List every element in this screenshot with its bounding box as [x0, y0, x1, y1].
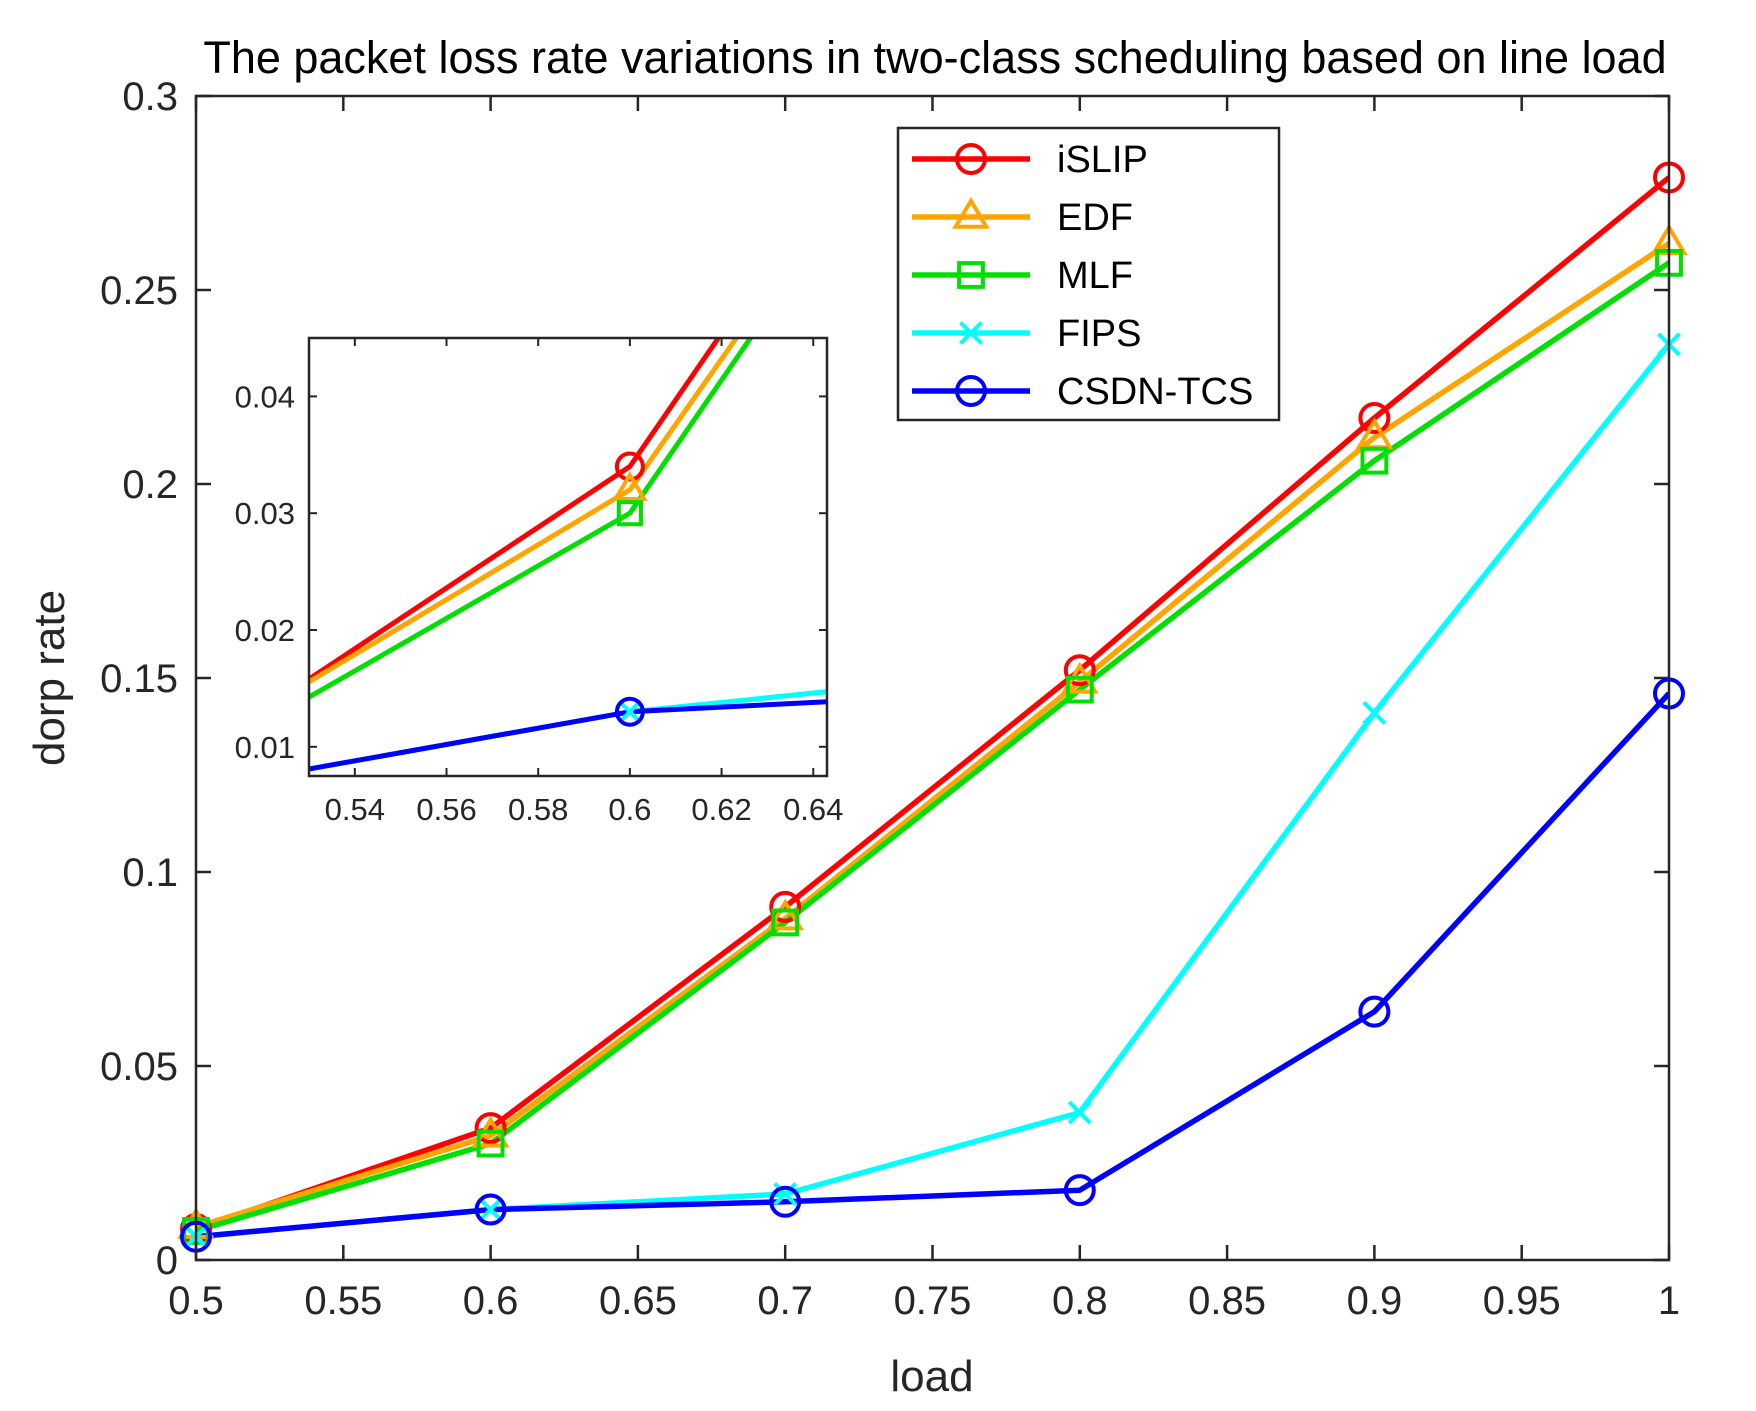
- series-line-csdn-tcs: [196, 691, 1669, 1240]
- data-point-csdn-tcs: [1358, 995, 1391, 1028]
- legend-label-islip: iSLIP: [1057, 139, 1148, 181]
- x-tick-labels: 0.5 0.55 0.6 0.65 0.7 0.75 0.8 0.85 0.9 0.95 1: [168, 1279, 1680, 1323]
- inset-series-line-islip: [309, 338, 722, 683]
- inset-x-tick-label: 0.6: [608, 792, 651, 827]
- data-point-islip: [769, 890, 802, 923]
- inset-frame: [307, 336, 829, 778]
- data-point-csdn-tcs: [1063, 1174, 1096, 1207]
- inset-series-line-edf: [309, 338, 740, 685]
- inset-y-tick-label: 0.03: [235, 496, 295, 531]
- plot-frame: [194, 94, 1671, 1262]
- inset-x-tick-label: 0.56: [416, 792, 476, 827]
- data-point-fips: [478, 1197, 503, 1222]
- inset-plot-area: [309, 338, 827, 776]
- x-tick-label: 0.85: [1188, 1279, 1266, 1323]
- x-tick-label: 0.65: [599, 1279, 677, 1323]
- legend-marker-edf: [952, 196, 990, 229]
- main-tick-marks: [194, 94, 1671, 1262]
- inset-x-tick-label: 0.62: [691, 792, 751, 827]
- inset-y-tick-label: 0.02: [235, 613, 295, 648]
- data-point-mlf: [1360, 446, 1389, 475]
- data-point-edf: [766, 898, 805, 931]
- inset-series-line-mlf: [309, 338, 754, 701]
- x-axis-label: load: [890, 1352, 973, 1401]
- data-point-islip: [1063, 654, 1096, 687]
- inset-x-tick-label: 0.58: [508, 792, 568, 827]
- inset-x-tick-labels: 0.54 0.56 0.58 0.6 0.62 0.64: [325, 792, 844, 827]
- inset-data-point-mlf: [616, 500, 643, 527]
- y-tick-label: 0.15: [100, 657, 178, 701]
- y-tick-label: 0.3: [122, 75, 178, 119]
- x-tick-label: 0.55: [304, 1279, 382, 1323]
- legend-marker-csdn-tcs: [955, 375, 987, 407]
- legend-marker-islip: [955, 143, 987, 175]
- inset-x-tick-label: 0.64: [783, 792, 843, 827]
- inset-data-point-csdn-tcs: [614, 696, 645, 727]
- legend-label-mlf: MLF: [1057, 255, 1133, 297]
- y-axis-label: dorp rate: [25, 590, 74, 766]
- y-tick-labels: 0 0.05 0.1 0.15 0.2 0.25 0.3: [100, 75, 178, 1283]
- legend: iSLIP EDF MLF FIPS CSDN-TCS: [896, 126, 1281, 422]
- inset-data-point-islip: [614, 451, 645, 482]
- data-point-csdn-tcs: [474, 1193, 507, 1226]
- x-tick-label: 0.8: [1052, 1279, 1108, 1323]
- series-line-edf: [196, 241, 1669, 1230]
- data-point-mlf: [771, 908, 800, 937]
- x-tick-label: 0.9: [1347, 1279, 1403, 1323]
- x-tick-label: 0.7: [757, 1279, 813, 1323]
- series-line-islip: [196, 175, 1669, 1232]
- data-point-mlf: [476, 1129, 505, 1158]
- inset-series-group: [309, 338, 827, 772]
- x-tick-label: 0.6: [463, 1279, 519, 1323]
- legend-marker-fips: [959, 321, 983, 345]
- legend-marker-mlf: [957, 261, 985, 289]
- inset-markers-group: [612, 451, 648, 727]
- y-tick-label: 0.25: [100, 269, 178, 313]
- inset-data-point-edf: [612, 470, 648, 501]
- inset-x-tick-label: 0.54: [325, 792, 385, 827]
- inset-y-tick-labels: 0.01 0.02 0.03 0.04: [235, 379, 295, 764]
- x-tick-label: 0.95: [1483, 1279, 1561, 1323]
- data-point-fips: [773, 1182, 798, 1206]
- main-markers-group: [177, 161, 1688, 1253]
- inset-data-point-fips: [618, 700, 642, 723]
- y-tick-label: 0.1: [122, 851, 178, 895]
- inset-tick-marks: [309, 338, 827, 776]
- y-tick-label: 0.05: [100, 1045, 178, 1089]
- data-point-csdn-tcs: [769, 1185, 802, 1218]
- data-point-fips: [1362, 701, 1387, 725]
- legend-label-edf: EDF: [1057, 197, 1133, 239]
- data-point-islip: [1358, 402, 1391, 435]
- data-point-mlf: [1065, 675, 1094, 704]
- main-series-group: [196, 175, 1669, 1240]
- legend-items: iSLIP EDF MLF FIPS CSDN-TCS: [912, 139, 1253, 413]
- data-point-fips: [1067, 1100, 1092, 1125]
- inset-y-tick-label: 0.01: [235, 730, 295, 765]
- inset-series-line-csdn-tcs: [309, 699, 827, 772]
- data-point-islip: [474, 1112, 507, 1145]
- y-tick-label: 0: [156, 1239, 178, 1283]
- inset-y-tick-label: 0.04: [235, 379, 295, 414]
- chart-title: The packet loss rate variations in two-c…: [203, 32, 1666, 83]
- x-tick-label: 1: [1658, 1279, 1680, 1323]
- x-tick-label: 0.5: [168, 1279, 224, 1323]
- series-line-mlf: [196, 260, 1669, 1234]
- y-tick-label: 0.2: [122, 463, 178, 507]
- x-tick-label: 0.75: [894, 1279, 972, 1323]
- legend-label-fips: FIPS: [1057, 313, 1141, 355]
- legend-label-csdn-tcs: CSDN-TCS: [1057, 371, 1253, 413]
